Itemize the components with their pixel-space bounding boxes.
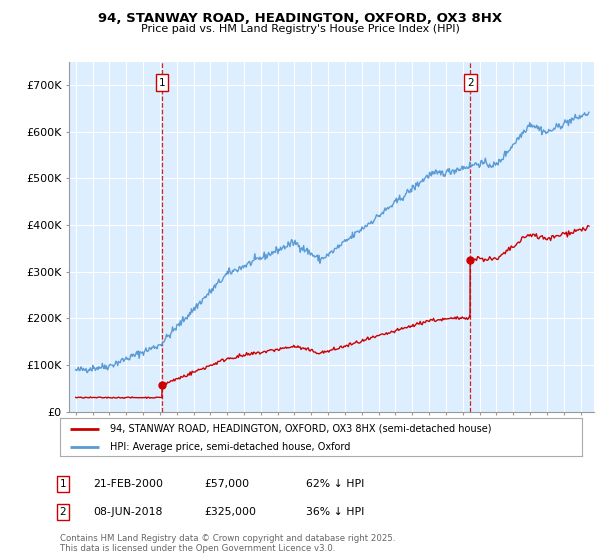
Text: 62% ↓ HPI: 62% ↓ HPI [306,479,364,489]
Text: Price paid vs. HM Land Registry's House Price Index (HPI): Price paid vs. HM Land Registry's House … [140,24,460,34]
Text: 08-JUN-2018: 08-JUN-2018 [93,507,163,517]
Text: 36% ↓ HPI: 36% ↓ HPI [306,507,364,517]
Text: £57,000: £57,000 [204,479,249,489]
Text: Contains HM Land Registry data © Crown copyright and database right 2025.
This d: Contains HM Land Registry data © Crown c… [60,534,395,553]
Text: 94, STANWAY ROAD, HEADINGTON, OXFORD, OX3 8HX: 94, STANWAY ROAD, HEADINGTON, OXFORD, OX… [98,12,502,25]
Text: 2: 2 [467,78,473,87]
Text: 2: 2 [59,507,67,517]
Text: HPI: Average price, semi-detached house, Oxford: HPI: Average price, semi-detached house,… [110,442,350,452]
Text: £325,000: £325,000 [204,507,256,517]
Text: 21-FEB-2000: 21-FEB-2000 [93,479,163,489]
Text: 1: 1 [59,479,67,489]
Text: 1: 1 [159,78,166,87]
Text: 94, STANWAY ROAD, HEADINGTON, OXFORD, OX3 8HX (semi-detached house): 94, STANWAY ROAD, HEADINGTON, OXFORD, OX… [110,423,491,433]
